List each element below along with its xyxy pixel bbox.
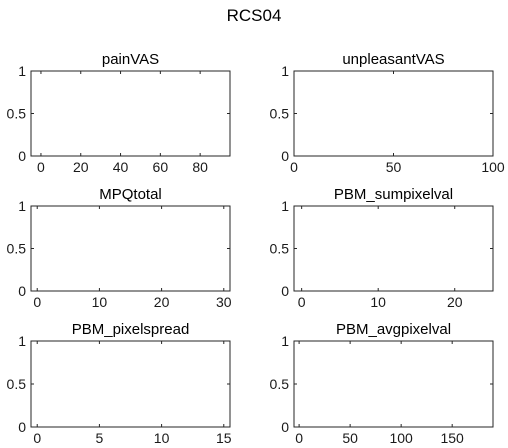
y-tick-label: 0 — [281, 148, 289, 164]
x-tick-label: 10 — [370, 294, 386, 310]
x-tick-label: 5 — [96, 430, 104, 446]
histogram-panel: 0 50 100 150 0 0.5 1 PBM_avgpixelval — [270, 321, 493, 446]
x-tick-label: 0 — [298, 294, 306, 310]
y-tick-label: 1 — [281, 63, 289, 79]
y-tick-label: 0.5 — [270, 106, 290, 122]
x-tick-label: 0 — [33, 294, 41, 310]
y-tick-label: 0.5 — [7, 106, 27, 122]
y-tick-label: 0.5 — [7, 241, 27, 257]
x-tick-label: 10 — [92, 294, 108, 310]
y-tick-label: 0 — [281, 419, 289, 435]
x-tick-label: 20 — [73, 159, 89, 175]
panel-title: unpleasantVAS — [342, 51, 444, 68]
histogram-panel: 0 20 40 60 80 0 0.5 1 painVAS — [7, 51, 230, 175]
x-tick-label: 0 — [33, 430, 41, 446]
y-tick-label: 0 — [18, 283, 26, 299]
x-tick-label: 20 — [447, 294, 463, 310]
x-tick-label: 50 — [342, 430, 358, 446]
panel-title: MPQtotal — [99, 186, 162, 203]
x-tick-label: 60 — [153, 159, 169, 175]
axes-frame — [31, 71, 230, 156]
x-tick-label: 100 — [389, 430, 413, 446]
y-tick-label: 0.5 — [7, 376, 27, 392]
histogram-panel: 0 10 20 0 0.5 1 PBM_sumpixelval — [270, 186, 493, 310]
y-tick-label: 0 — [281, 283, 289, 299]
y-tick-label: 1 — [18, 198, 26, 214]
axes-frame — [294, 71, 493, 156]
y-tick-label: 0.5 — [270, 376, 290, 392]
y-tick-label: 1 — [18, 63, 26, 79]
y-tick-label: 0 — [18, 419, 26, 435]
histogram-panel: 0 50 100 0 0.5 1 unpleasantVAS — [270, 51, 505, 175]
y-tick-label: 0 — [18, 148, 26, 164]
axes-frame — [31, 341, 230, 427]
histogram-panel: 0 10 20 30 0 0.5 1 MPQtotal — [7, 186, 232, 310]
panel-title: PBM_pixelspread — [72, 321, 190, 338]
x-tick-label: 150 — [440, 430, 464, 446]
x-tick-label: 100 — [481, 159, 505, 175]
y-tick-label: 1 — [281, 198, 289, 214]
x-tick-label: 30 — [216, 294, 232, 310]
x-tick-label: 0 — [37, 159, 45, 175]
axes-frame — [31, 206, 230, 291]
x-tick-label: 0 — [295, 430, 303, 446]
panel-title: painVAS — [102, 51, 159, 68]
histogram-panel: 0 5 10 15 0 0.5 1 PBM_pixelspread — [7, 321, 232, 446]
figure-title: RCS04 — [227, 6, 282, 25]
axes-frame — [294, 341, 493, 427]
panel-title: PBM_sumpixelval — [334, 186, 453, 203]
x-tick-label: 50 — [386, 159, 402, 175]
x-tick-label: 10 — [154, 430, 170, 446]
axes-frame — [294, 206, 493, 291]
y-tick-label: 0.5 — [270, 241, 290, 257]
x-tick-label: 15 — [216, 430, 232, 446]
x-tick-label: 40 — [113, 159, 129, 175]
x-tick-label: 0 — [290, 159, 298, 175]
x-tick-label: 80 — [192, 159, 208, 175]
panel-title: PBM_avgpixelval — [336, 321, 451, 338]
y-tick-label: 1 — [281, 333, 289, 349]
x-tick-label: 20 — [154, 294, 170, 310]
y-tick-label: 1 — [18, 333, 26, 349]
